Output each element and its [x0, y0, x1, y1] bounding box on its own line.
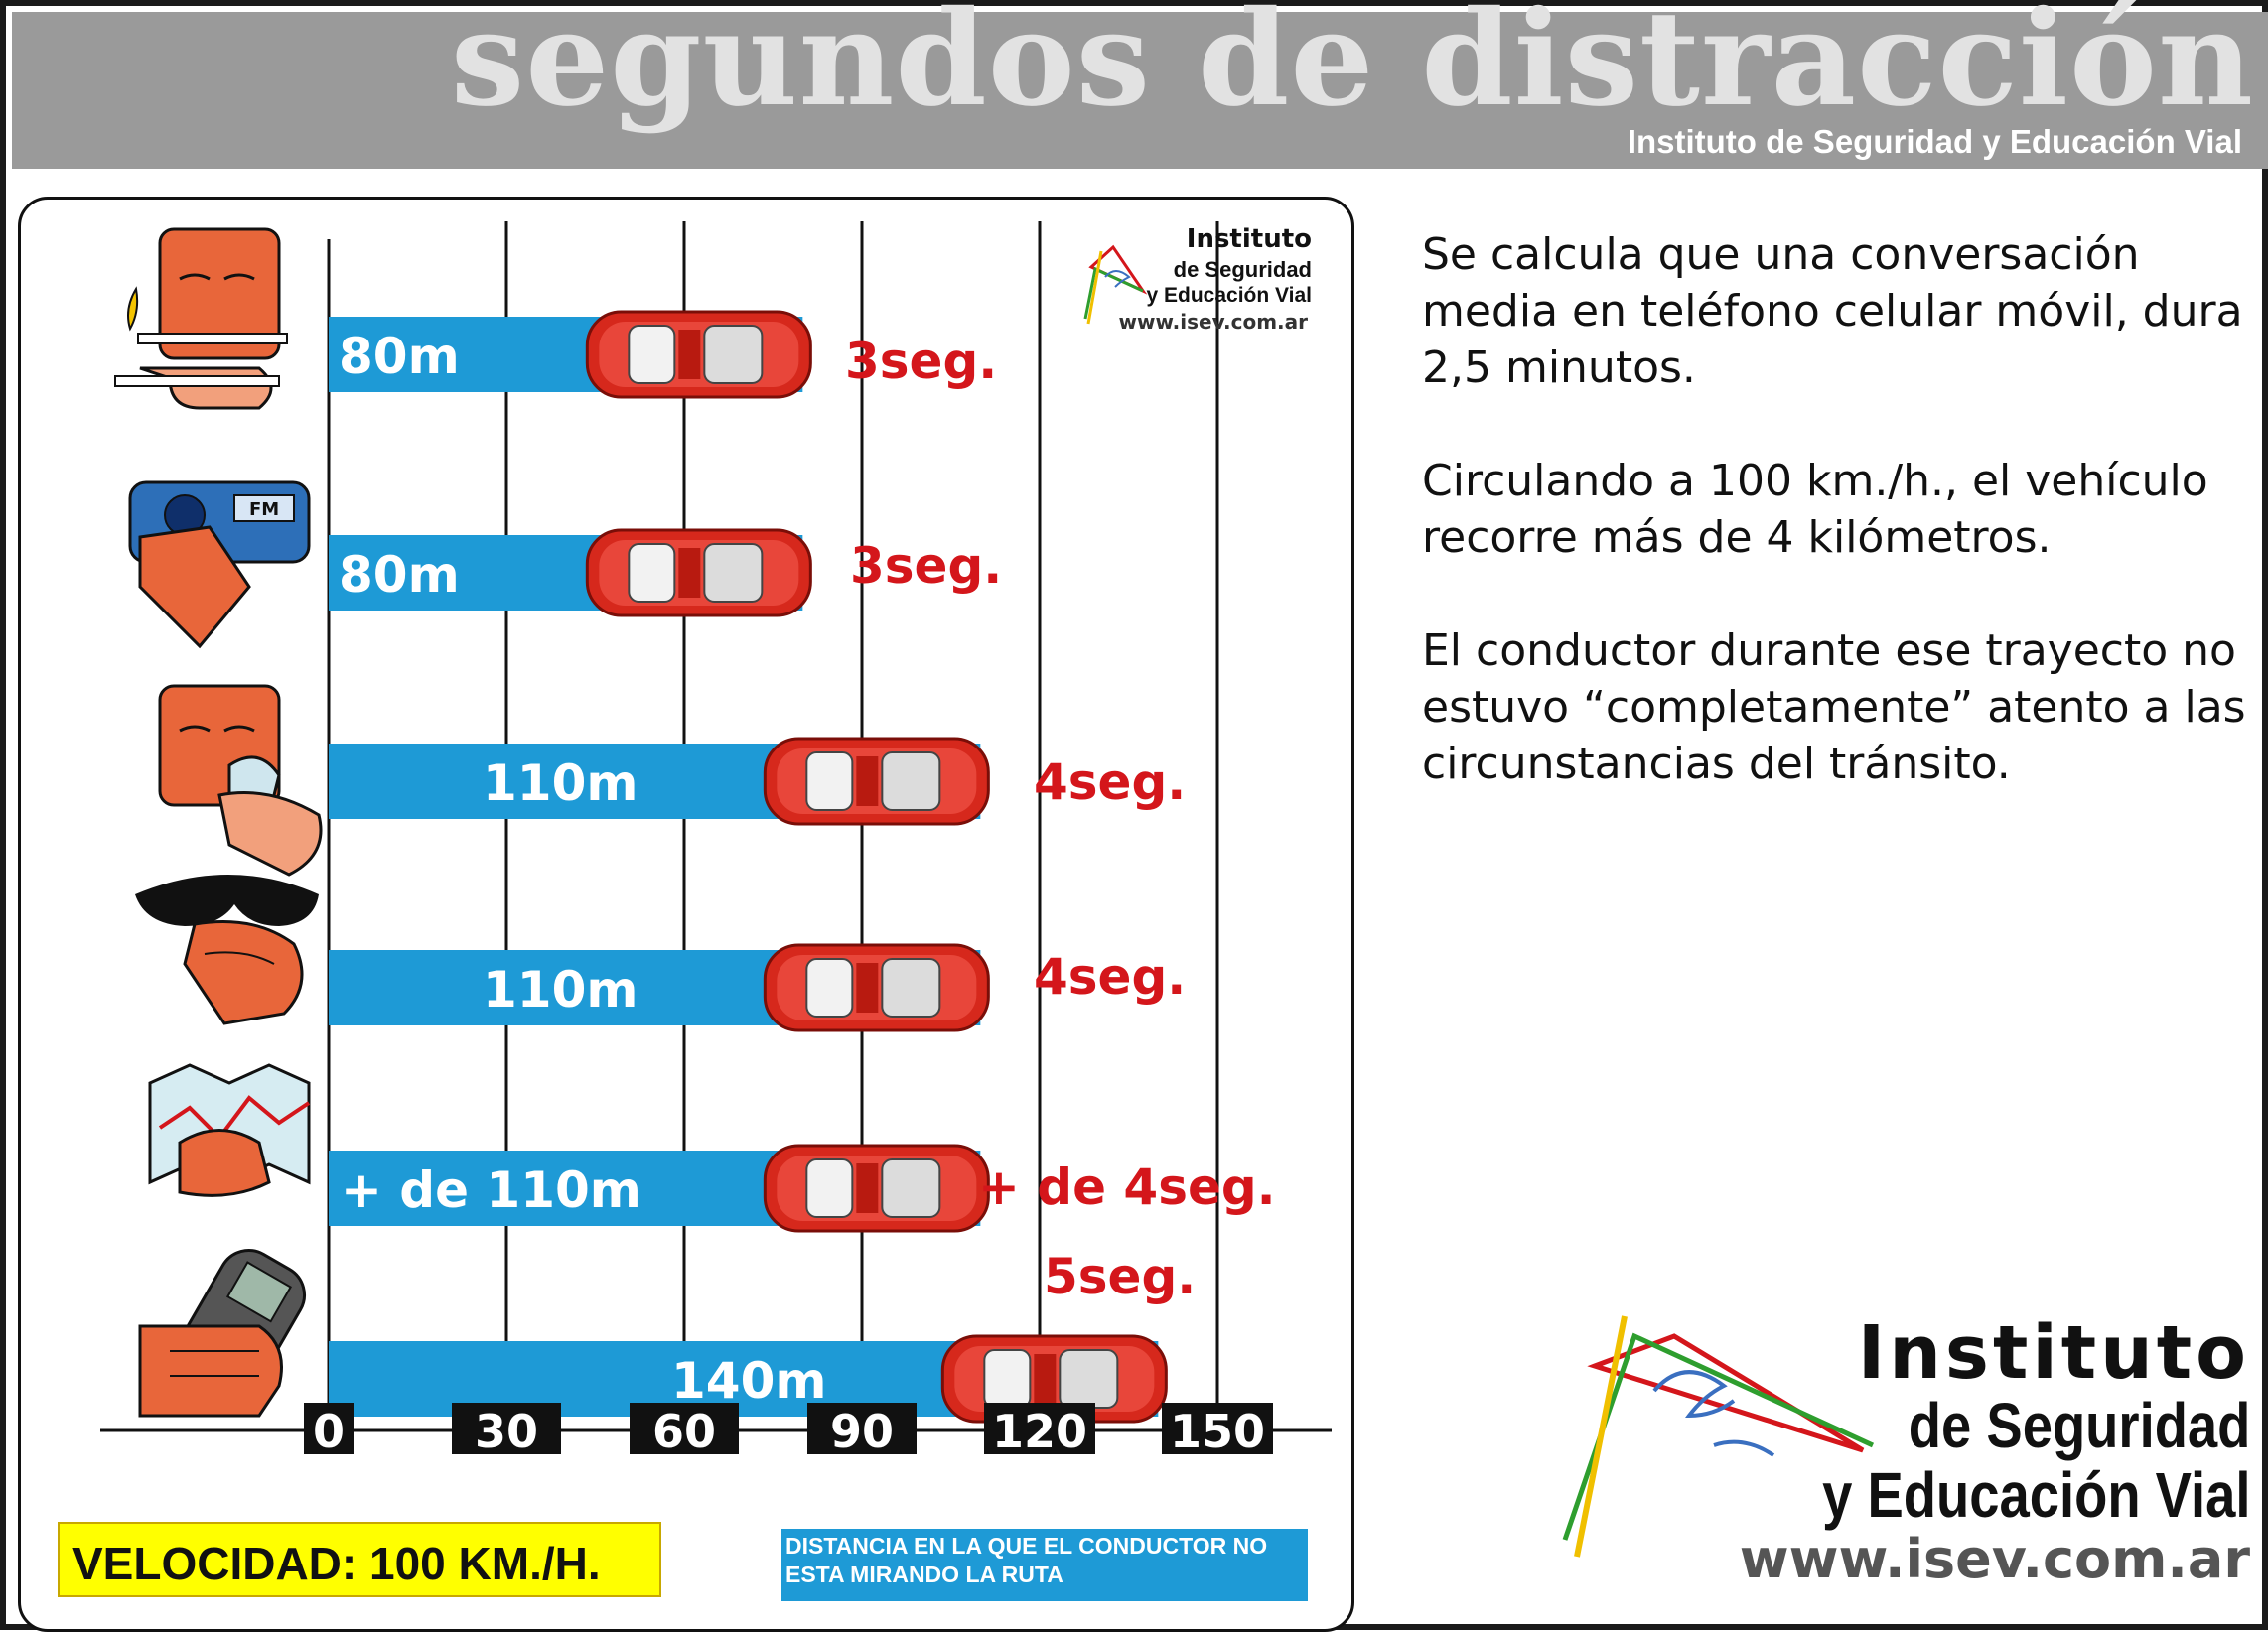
big-logo-line1: Instituto [1857, 1310, 2250, 1396]
info-paragraph-1: Se calcula que una conversación media en… [1422, 229, 2243, 393]
bar-label: + de 110m [341, 1161, 641, 1219]
small-logo-line3: y Educación Vial [1146, 284, 1312, 307]
big-isev-logo: Instituto de Seguridad y Educación Vial … [1555, 1296, 2250, 1594]
time-label: + de 4seg. [978, 1158, 1276, 1216]
speed-box: VELOCIDAD: 100 KM./H. [58, 1522, 661, 1597]
info-paragraph-2: Circulando a 100 km./h., el vehículo rec… [1422, 456, 2208, 563]
small-logo-line2: de Seguridad [1174, 257, 1312, 282]
car-icon [763, 943, 990, 1032]
tick-label: 30 [475, 1405, 538, 1458]
smoking-icon [114, 227, 288, 410]
page-title: segundos de distracción [450, 0, 2254, 136]
small-isev-logo: Instituto de Seguridad y Educación Vial … [1083, 224, 1312, 334]
time-label: 4seg. [1034, 753, 1186, 811]
isev-emblem-large-icon [1562, 1315, 1875, 1558]
page-subtitle: Instituto de Seguridad y Educación Vial [1627, 123, 2242, 160]
car-icon [940, 1334, 1168, 1424]
header-banner: segundos de distracción Instituto de Seg… [12, 0, 2268, 169]
car-icon [585, 528, 812, 617]
radio-icon: FM [128, 480, 311, 649]
info-text: Se calcula que una conversación media en… [1422, 226, 2256, 849]
time-label: 3seg. [850, 537, 1002, 595]
tick-label: 90 [830, 1405, 894, 1458]
tick-label: 0 [313, 1405, 345, 1458]
car-icon [763, 1144, 990, 1233]
time-label: 3seg. [845, 333, 997, 390]
big-logo-url: www.isev.com.ar [1739, 1528, 2250, 1590]
tick-label: 120 [992, 1405, 1087, 1458]
isev-emblem-icon [1083, 244, 1148, 325]
bar-label: 110m [483, 754, 638, 812]
tick-box [807, 1403, 917, 1454]
bar-label: 80m [339, 328, 460, 385]
tick-box [630, 1403, 739, 1454]
bar-label: 140m [671, 1352, 826, 1410]
tick-box [1162, 1403, 1273, 1454]
tick-box [452, 1403, 561, 1454]
car-icon [763, 737, 990, 826]
tick-label: 60 [652, 1405, 716, 1458]
big-logo-line2: de Seguridad [1908, 1390, 2250, 1461]
bar-label: 80m [339, 546, 460, 604]
legend-box: DISTANCIA EN LA QUE EL CONDUCTOR NO ESTA… [781, 1529, 1308, 1601]
map-icon [148, 1063, 311, 1197]
tick-label: 150 [1170, 1405, 1265, 1458]
svg-text:FM: FM [249, 499, 279, 520]
small-logo-line1: Instituto [1187, 224, 1312, 254]
info-paragraph-3: El conductor durante ese trayecto no est… [1422, 625, 2246, 789]
sunglasses-icon [135, 875, 319, 1025]
tick-box [304, 1403, 354, 1454]
car-icon [585, 310, 812, 399]
big-logo-line3: y Educación Vial [1821, 1459, 2250, 1531]
small-logo-url: www.isev.com.ar [1119, 310, 1309, 334]
chart-panel: 80m 3seg. 80m 3seg. 110m 4seg. 110m 4seg. + de 1… [18, 197, 1354, 1632]
drinking-icon [158, 684, 323, 877]
bar-label: 110m [483, 961, 638, 1019]
tick-box [984, 1403, 1095, 1454]
distraction-chart: 80m 3seg. 80m 3seg. 110m 4seg. 110m 4seg. + de 1… [58, 221, 1332, 1601]
time-label: 5seg. [1044, 1248, 1196, 1305]
speed-label: VELOCIDAD: 100 KM./H. [72, 1538, 601, 1589]
cellphone-icon [138, 1249, 306, 1418]
time-label: 4seg. [1034, 948, 1186, 1006]
legend-label: DISTANCIA EN LA QUE EL CONDUCTOR NO ESTA… [785, 1533, 1268, 1587]
